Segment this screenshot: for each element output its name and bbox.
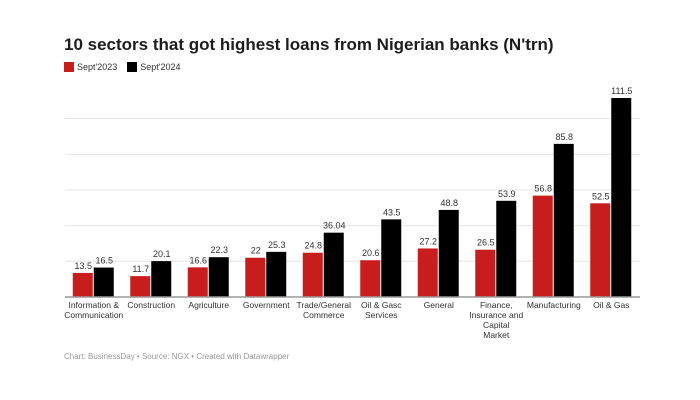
legend-item-2023: Sept'2023 xyxy=(64,62,117,72)
bar xyxy=(611,98,632,297)
data-label: 111.5 xyxy=(611,86,632,96)
x-tick-label: Government xyxy=(243,300,290,310)
legend-swatch xyxy=(64,62,74,72)
data-label: 11.7 xyxy=(132,264,149,274)
legend-label: Sept'2024 xyxy=(140,62,181,72)
chart-title: 10 sectors that got highest loans from N… xyxy=(64,35,554,54)
x-tick-label: Finance, xyxy=(480,300,513,310)
data-label: 85.8 xyxy=(555,132,573,142)
data-label: 22 xyxy=(251,246,261,256)
bar xyxy=(381,219,402,297)
x-tick-label: Information & xyxy=(68,300,119,310)
data-label: 16.6 xyxy=(189,255,207,265)
x-tick-label: Communication xyxy=(64,310,123,320)
bar xyxy=(93,267,114,297)
x-tick-label: Services xyxy=(365,310,398,320)
x-tick-label: Insurance and xyxy=(469,310,523,320)
legend-item-2024: Sept'2024 xyxy=(127,62,181,72)
data-label: 25.3 xyxy=(268,240,286,250)
bar xyxy=(553,143,574,297)
x-tick-label: Capital xyxy=(483,320,510,330)
bar xyxy=(302,252,323,297)
legend: Sept'2023 Sept'2024 xyxy=(64,62,181,72)
bar xyxy=(590,203,611,297)
data-label: 13.5 xyxy=(74,261,92,271)
data-label: 56.8 xyxy=(534,184,552,194)
x-tick-label: Agriculture xyxy=(188,300,229,310)
bar xyxy=(266,251,287,297)
bar xyxy=(187,267,208,297)
data-label: 52.5 xyxy=(592,191,610,201)
x-tick-label: Trade/General xyxy=(297,300,352,310)
bar xyxy=(72,272,93,297)
bar xyxy=(130,276,151,297)
bar xyxy=(360,260,381,297)
data-label: 43.5 xyxy=(383,207,401,217)
data-label: 16.5 xyxy=(95,256,113,266)
x-tick-label: Oil & Gas xyxy=(593,300,629,310)
bar xyxy=(496,200,517,297)
data-label: 53.9 xyxy=(498,189,516,199)
bar xyxy=(438,209,459,297)
chart-footer: Chart: BusinessDay • Source: NGX • Creat… xyxy=(64,352,290,361)
data-label: 27.2 xyxy=(419,236,437,246)
x-tick-label: Construction xyxy=(127,300,175,310)
bar xyxy=(475,249,496,297)
legend-swatch xyxy=(127,62,138,72)
data-label: 36.04 xyxy=(323,221,346,231)
x-tick-label: Oil & Gasc xyxy=(361,300,402,310)
bar xyxy=(417,248,438,297)
x-tick-label: Market xyxy=(483,330,510,340)
data-label: 20.6 xyxy=(362,248,380,258)
legend-label: Sept'2023 xyxy=(77,62,118,72)
x-tick-label: General xyxy=(424,300,454,310)
data-label: 24.8 xyxy=(304,241,322,251)
bar xyxy=(532,195,553,297)
bar xyxy=(151,261,172,297)
x-tick-label: Commerce xyxy=(303,310,345,320)
data-label: 22.3 xyxy=(210,245,228,255)
bar xyxy=(245,257,266,297)
data-label: 26.5 xyxy=(477,238,495,248)
x-tick-label: Manufacturing xyxy=(527,300,581,310)
data-label: 48.8 xyxy=(440,198,458,208)
bar xyxy=(323,232,344,297)
bar xyxy=(208,257,229,297)
data-label: 20.1 xyxy=(153,249,171,259)
